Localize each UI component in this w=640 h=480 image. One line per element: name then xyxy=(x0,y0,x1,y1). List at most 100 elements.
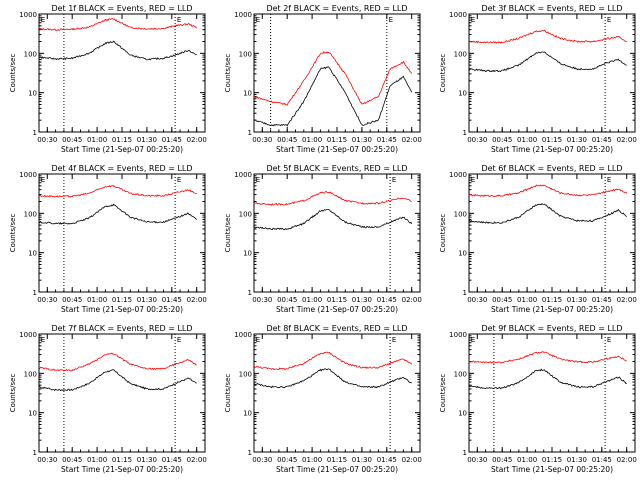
y-tick-label: 1 xyxy=(33,449,37,457)
y-tick-label: 1 xyxy=(248,449,252,457)
x-tick-label: 02:00 xyxy=(187,296,207,304)
event-marker-label: E xyxy=(389,16,393,24)
plot-frame xyxy=(253,333,421,453)
x-tick-label: 00:45 xyxy=(277,456,297,464)
chart-panel-2f: Det 2f BLACK = Events, RED = LLD 1 10 100 10… xyxy=(224,4,422,154)
x-tick-label: 01:45 xyxy=(592,296,612,304)
plot-frame xyxy=(468,333,636,453)
chart-panel-5f: Det 5f BLACK = Events, RED = LLD 1 10 100 10… xyxy=(224,164,422,314)
x-tick-label: 00:30 xyxy=(252,136,272,144)
chart-title: Det 6f BLACK = Events, RED = LLD xyxy=(481,164,622,173)
y-tick-label: 10 xyxy=(28,410,37,418)
y-tick-label: 1 xyxy=(33,289,37,297)
x-tick-label: 01:30 xyxy=(137,456,157,464)
event-marker-label: E xyxy=(41,176,45,184)
y-tick-label: 10 xyxy=(458,90,467,98)
series-line xyxy=(468,51,627,73)
y-tick-label: 10 xyxy=(458,410,467,418)
x-tick-label: 00:30 xyxy=(37,296,57,304)
chart-title: Det 4f BLACK = Events, RED = LLD xyxy=(51,164,192,173)
y-tick-label: 100 xyxy=(239,50,252,58)
x-tick-label: 01:45 xyxy=(162,456,182,464)
series-line xyxy=(468,351,627,364)
x-tick-label: 01:00 xyxy=(302,456,322,464)
event-marker-label: E xyxy=(607,16,611,24)
x-tick-label: 01:15 xyxy=(327,136,347,144)
y-tick-label: 100 xyxy=(239,210,252,218)
series-line xyxy=(468,368,627,390)
x-tick-label: 01:15 xyxy=(112,136,132,144)
series-line xyxy=(253,351,413,371)
event-marker-label: E xyxy=(471,176,475,184)
y-tick-label: 100 xyxy=(24,370,37,378)
chart-panel-8f: Det 8f BLACK = Events, RED = LLD 1 10 100 10… xyxy=(224,324,422,474)
x-tick-label: 02:00 xyxy=(402,136,422,144)
x-tick-label: 02:00 xyxy=(617,296,637,304)
event-marker-label: E xyxy=(256,176,260,184)
x-tick-label: 01:15 xyxy=(112,296,132,304)
x-axis-label: Start Time (21-Sep-07 00:25:20) xyxy=(491,465,613,474)
y-tick-label: 100 xyxy=(24,210,37,218)
x-axis-label: Start Time (21-Sep-07 00:25:20) xyxy=(276,145,398,154)
x-tick-label: 01:15 xyxy=(112,456,132,464)
x-tick-label: 00:30 xyxy=(252,456,272,464)
x-tick-label: 01:15 xyxy=(327,456,347,464)
y-axis-label: Counts/sec xyxy=(224,214,232,253)
series-line xyxy=(38,352,197,372)
x-tick-label: 01:15 xyxy=(327,296,347,304)
x-tick-label: 00:45 xyxy=(62,136,82,144)
y-tick-label: 1000 xyxy=(19,11,37,19)
series-line xyxy=(38,40,197,61)
y-tick-label: 1 xyxy=(463,449,467,457)
x-tick-label: 00:30 xyxy=(467,456,487,464)
y-tick-label: 1000 xyxy=(19,171,37,179)
series-line xyxy=(38,184,197,198)
y-tick-label: 1000 xyxy=(449,171,467,179)
y-tick-label: 100 xyxy=(454,370,467,378)
chart-panel-6f: Det 6f BLACK = Events, RED = LLD 1 10 100 10… xyxy=(439,164,637,314)
y-tick-label: 10 xyxy=(243,90,252,98)
y-tick-label: 10 xyxy=(28,90,37,98)
x-tick-label: 01:45 xyxy=(592,456,612,464)
series-line xyxy=(468,203,627,224)
event-marker-label: E xyxy=(256,16,260,24)
x-tick-label: 01:00 xyxy=(517,136,537,144)
chart-title: Det 8f BLACK = Events, RED = LLD xyxy=(266,324,407,333)
series-line xyxy=(468,29,627,44)
event-marker-label: E xyxy=(471,16,475,24)
y-axis-label: Counts/sec xyxy=(9,54,17,93)
plot-frame xyxy=(253,173,421,293)
y-tick-label: 100 xyxy=(454,50,467,58)
x-tick-label: 02:00 xyxy=(617,456,637,464)
chart-title: Det 9f BLACK = Events, RED = LLD xyxy=(481,324,622,333)
x-tick-label: 01:45 xyxy=(377,456,397,464)
x-axis-label: Start Time (21-Sep-07 00:25:20) xyxy=(61,305,183,314)
event-marker-label: E xyxy=(177,336,181,344)
x-tick-label: 01:30 xyxy=(352,456,372,464)
x-tick-label: 01:30 xyxy=(567,136,587,144)
event-marker-label: E xyxy=(41,336,45,344)
x-tick-label: 01:30 xyxy=(567,456,587,464)
x-tick-label: 01:00 xyxy=(517,296,537,304)
x-tick-label: 01:15 xyxy=(542,296,562,304)
x-tick-label: 01:30 xyxy=(352,136,372,144)
event-marker-label: E xyxy=(177,16,181,24)
chart-panel-9f: Det 9f BLACK = Events, RED = LLD 1 10 100 10… xyxy=(439,324,637,474)
x-tick-label: 01:45 xyxy=(377,136,397,144)
y-tick-label: 1 xyxy=(463,129,467,137)
y-tick-label: 1 xyxy=(248,289,252,297)
chart-title: Det 3f BLACK = Events, RED = LLD xyxy=(481,4,622,13)
x-tick-label: 01:30 xyxy=(567,296,587,304)
x-tick-label: 01:45 xyxy=(162,296,182,304)
y-axis-label: Counts/sec xyxy=(439,54,447,93)
chart-title: Det 2f BLACK = Events, RED = LLD xyxy=(266,4,407,13)
y-tick-label: 1000 xyxy=(234,171,252,179)
x-tick-label: 00:45 xyxy=(277,296,297,304)
x-tick-label: 01:45 xyxy=(377,296,397,304)
x-axis-label: Start Time (21-Sep-07 00:25:20) xyxy=(491,305,613,314)
plot-frame xyxy=(253,13,421,133)
y-axis-label: Counts/sec xyxy=(9,214,17,253)
y-axis-label: Counts/sec xyxy=(224,54,232,93)
chart-panel-4f: Det 4f BLACK = Events, RED = LLD 1 10 100 10… xyxy=(9,164,207,314)
x-tick-label: 00:30 xyxy=(37,136,57,144)
